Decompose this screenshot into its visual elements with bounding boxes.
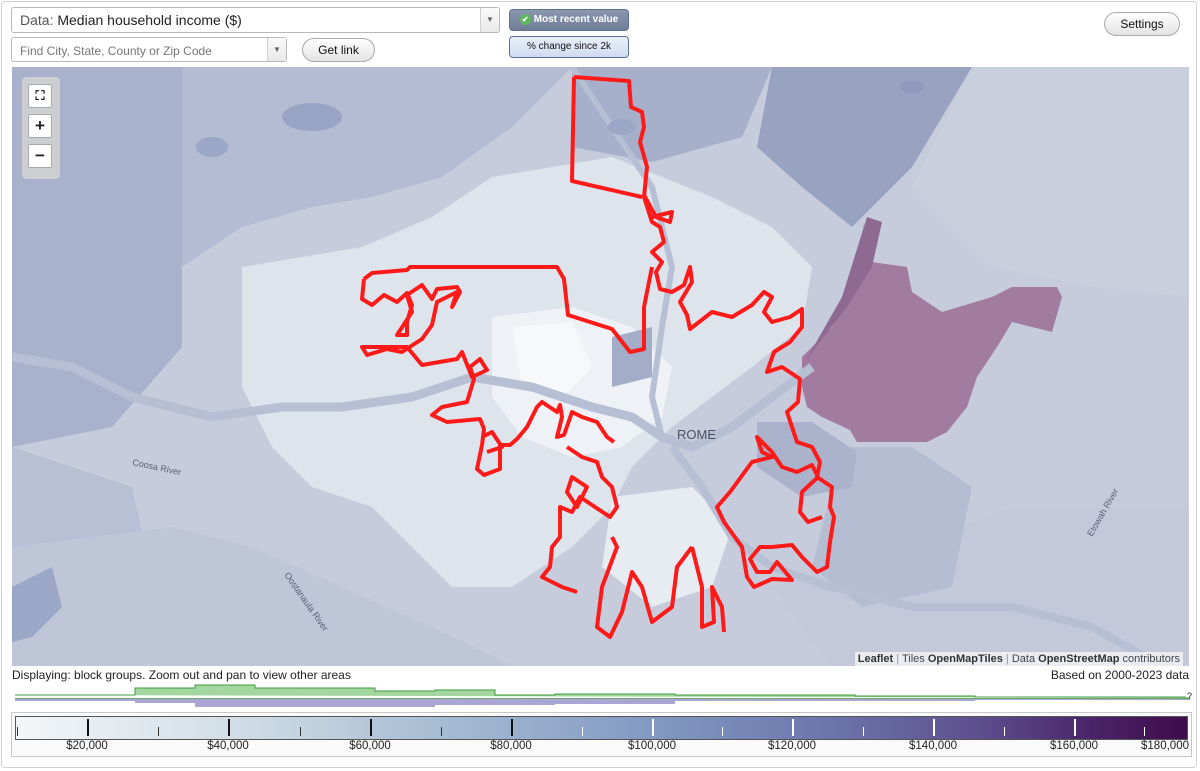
legend-minor-tick	[1144, 727, 1145, 736]
value-histogram: ?	[15, 684, 1192, 707]
legend-minor-tick	[299, 727, 301, 736]
choropleth-map[interactable]: ROME Coosa River Oostanaula River Etowah…	[12, 67, 1189, 666]
legend-minor-tick	[1003, 727, 1005, 736]
fullscreen-icon[interactable]: ⛶	[28, 84, 52, 108]
histogram-help-icon[interactable]: ?	[1187, 691, 1192, 701]
attr-data: Data	[1011, 653, 1036, 665]
legend-minor-tick	[16, 727, 18, 736]
legend-major-tick	[933, 719, 935, 736]
zoom-out-button[interactable]: −	[28, 144, 52, 168]
legend-major-tick	[228, 719, 230, 736]
legend-major-tick	[87, 719, 89, 736]
color-legend: $20,000 $40,000 $60,000 $80,000 $100,000…	[11, 712, 1192, 757]
check-icon: ✔	[519, 13, 531, 25]
most-recent-toggle[interactable]: ✔ Most recent value	[509, 9, 629, 31]
legend-minor-tick	[157, 727, 159, 736]
legend-minor-tick	[440, 727, 442, 736]
displaying-note: Displaying: block groups. Zoom out and p…	[12, 668, 351, 682]
data-select-prefix: Data:	[20, 12, 54, 28]
lake	[608, 119, 636, 135]
legend-tick-label: $40,000	[207, 740, 249, 752]
search-input[interactable]	[18, 40, 268, 61]
block-group	[912, 67, 1189, 297]
legend-ticks	[15, 716, 1188, 740]
lake	[900, 81, 924, 93]
osm-link[interactable]: OpenStreetMap	[1038, 653, 1120, 665]
block-group	[757, 67, 972, 227]
lake	[12, 567, 62, 642]
get-link-button[interactable]: Get link	[302, 38, 375, 62]
block-group	[512, 322, 592, 397]
river	[668, 444, 1164, 666]
leaflet-link[interactable]: Leaflet	[857, 653, 894, 665]
legend-tick-label: $100,000	[628, 740, 676, 752]
chevron-down-icon[interactable]: ▼	[267, 38, 286, 61]
legend-major-tick	[511, 719, 513, 736]
most-recent-label: Most recent value	[533, 14, 619, 25]
map-attribution: Leaflet | Tiles OpenMapTiles | Data Open…	[854, 652, 1183, 666]
legend-minor-tick	[862, 727, 864, 736]
legend-major-tick	[1074, 719, 1076, 736]
city-label: ROME	[677, 427, 716, 442]
legend-major-tick	[792, 719, 794, 736]
settings-button[interactable]: Settings	[1104, 12, 1180, 36]
block-group	[182, 67, 572, 267]
lake	[282, 103, 342, 131]
river	[12, 352, 815, 452]
legend-tick-label: $80,000	[490, 740, 532, 752]
legend-major-tick	[370, 719, 372, 736]
location-search[interactable]: ▼	[11, 37, 287, 62]
attr-tiles: Tiles	[901, 653, 925, 665]
legend-tick-label: $60,000	[349, 740, 391, 752]
chevron-down-icon[interactable]: ▼	[480, 8, 499, 32]
pct-change-toggle[interactable]: % change since 2k	[509, 36, 629, 58]
data-select[interactable]: Data: Median household income ($) ▼	[11, 7, 500, 33]
legend-major-tick	[652, 719, 654, 736]
block-group	[802, 217, 882, 367]
legend-gradient	[15, 716, 1188, 740]
based-on-note: Based on 2000-2023 data	[1050, 668, 1189, 682]
block-group	[12, 527, 512, 666]
lake	[196, 137, 228, 157]
legend-minor-tick	[581, 727, 583, 736]
city-boundary	[360, 75, 836, 639]
legend-tick-label: $140,000	[909, 740, 957, 752]
legend-minor-tick	[721, 727, 723, 736]
data-select-value: Median household income ($)	[57, 12, 242, 28]
block-group	[757, 422, 857, 497]
attr-separator: |	[1005, 653, 1009, 665]
zoom-in-button[interactable]: +	[28, 114, 52, 138]
map-canvas[interactable]: ROME Coosa River Oostanaula River Etowah…	[12, 67, 1189, 666]
legend-tick-label: $120,000	[768, 740, 816, 752]
openmaptiles-link[interactable]: OpenMapTiles	[927, 653, 1003, 665]
legend-tick-label: $180,000	[1141, 740, 1189, 752]
zoom-control: ⛶ + −	[22, 77, 60, 179]
attr-separator: |	[896, 653, 900, 665]
attr-contributors: contributors	[1122, 653, 1180, 665]
legend-tick-label: $20,000	[66, 740, 108, 752]
legend-tick-label: $160,000	[1050, 740, 1098, 752]
